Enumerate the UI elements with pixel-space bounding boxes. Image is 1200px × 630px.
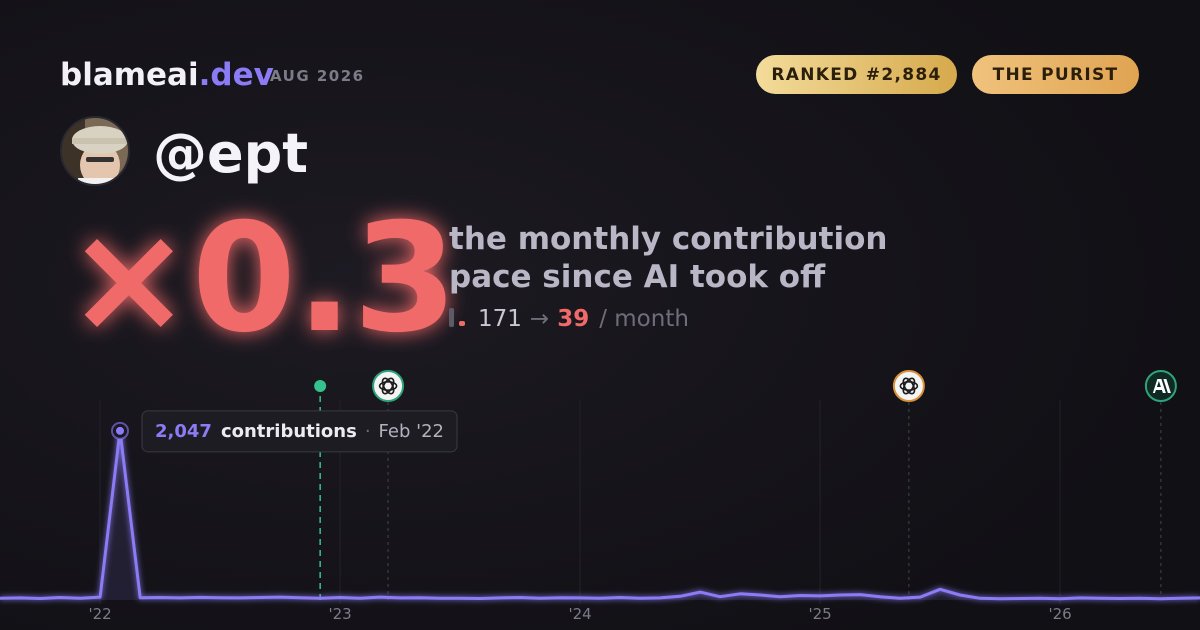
description-line: the monthly contribution xyxy=(449,221,887,257)
badge-title-text: THE PURIST xyxy=(993,65,1119,85)
badge-rank xyxy=(756,55,957,94)
stat-icon-after xyxy=(459,321,465,326)
period: AUG 2026 xyxy=(270,67,365,85)
multiplier: ×0.3 xyxy=(66,192,457,366)
tooltip-separator: · xyxy=(365,421,371,442)
brand-tld: .dev xyxy=(199,57,274,93)
stat-unit: / month xyxy=(599,306,689,332)
avatar-ring xyxy=(60,116,130,186)
tooltip-unit: contributions xyxy=(221,421,357,442)
line xyxy=(0,429,1200,601)
badge-rank-text: RANKED #2,884 xyxy=(771,65,941,85)
line-area xyxy=(0,430,1200,600)
brand-name: blameai xyxy=(60,57,199,93)
handle: @ept xyxy=(153,122,308,185)
stat-icon-before xyxy=(449,308,454,327)
openai-logo-petal xyxy=(381,377,395,395)
stat-arrow: → xyxy=(530,306,549,332)
description-line: pace since AI took off xyxy=(449,259,826,295)
openai-logo-petal xyxy=(902,377,916,395)
x-tick-label: '22 xyxy=(88,605,111,623)
event-icon xyxy=(892,370,925,402)
tooltip-value: 2,047 xyxy=(155,421,212,442)
stats: 171 → 39 / month xyxy=(478,306,689,332)
hover-point xyxy=(116,426,124,435)
openai-logo-petal xyxy=(378,380,398,391)
stat-before: 171 xyxy=(478,306,522,332)
tooltip xyxy=(141,410,458,453)
event-dot xyxy=(314,380,327,392)
brand: blameai.dev xyxy=(60,57,274,93)
badge-title xyxy=(972,55,1139,94)
event-icon xyxy=(372,370,405,402)
x-tick-label: '25 xyxy=(808,605,831,623)
x-tick-label: '26 xyxy=(1048,605,1071,623)
x-tick-label: '24 xyxy=(568,605,591,623)
tooltip-date: Feb '22 xyxy=(379,421,444,442)
openai-logo-petal xyxy=(902,377,916,395)
openai-logo-petal xyxy=(381,377,395,395)
stat-after: 39 xyxy=(557,306,589,332)
anthropic-logo xyxy=(1152,379,1171,393)
chart: '22 '23 '24 '25 '26 2,047 contributions · Feb '2… xyxy=(0,370,1200,623)
openai-logo-petal xyxy=(899,380,919,391)
x-tick-label: '23 xyxy=(328,605,351,623)
